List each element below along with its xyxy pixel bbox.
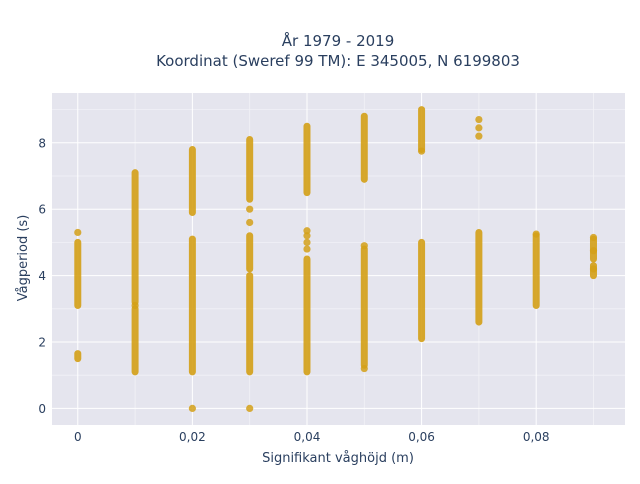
- scatter-point: [303, 238, 311, 246]
- y-tick-label: 8: [38, 136, 46, 150]
- chart-title-line-1: År 1979 - 2019: [282, 31, 395, 50]
- scatter-point: [532, 230, 540, 238]
- scatter-point: [475, 115, 483, 124]
- scatter-point: [303, 245, 311, 253]
- y-tick-label: 0: [38, 402, 46, 416]
- x-tick-label: 0,08: [523, 430, 550, 444]
- scatter-point: [303, 232, 311, 240]
- y-tick-label: 4: [38, 269, 46, 283]
- plot-background: [52, 93, 625, 425]
- scatter-point: [589, 247, 598, 255]
- tick-labels: 0 2 4 6 8 0 0,02 0,04 0,06 0,08: [38, 136, 549, 444]
- scatter-point: [360, 364, 368, 373]
- scatter-point: [246, 218, 254, 227]
- scatter-point: [589, 265, 598, 273]
- scatter-point: [74, 228, 82, 237]
- scatter-point: [417, 147, 426, 155]
- scatter-point: [246, 404, 254, 412]
- scatter-point: [475, 124, 483, 132]
- scatter-point: [475, 132, 483, 140]
- y-axis-label: Vågperiod (s): [16, 215, 31, 302]
- scatter-point: [246, 205, 254, 213]
- scatter-point: [188, 404, 196, 412]
- data-marks: [74, 106, 598, 412]
- y-tick-label: 2: [38, 336, 46, 350]
- chart-title-line-2: Koordinat (Sweref 99 TM): E 345005, N 61…: [156, 52, 520, 70]
- x-tick-label: 0: [74, 430, 82, 444]
- scatter-point: [131, 301, 139, 310]
- y-tick-label: 6: [38, 203, 46, 217]
- scatter-point: [303, 227, 311, 235]
- scatter-point: [589, 233, 598, 242]
- scatter-point: [360, 242, 368, 250]
- x-tick-label: 0,02: [179, 430, 206, 444]
- x-tick-label: 0,04: [294, 430, 321, 444]
- x-tick-label: 0,06: [408, 430, 435, 444]
- x-axis-label: Signifikant våghöjd (m): [262, 451, 414, 466]
